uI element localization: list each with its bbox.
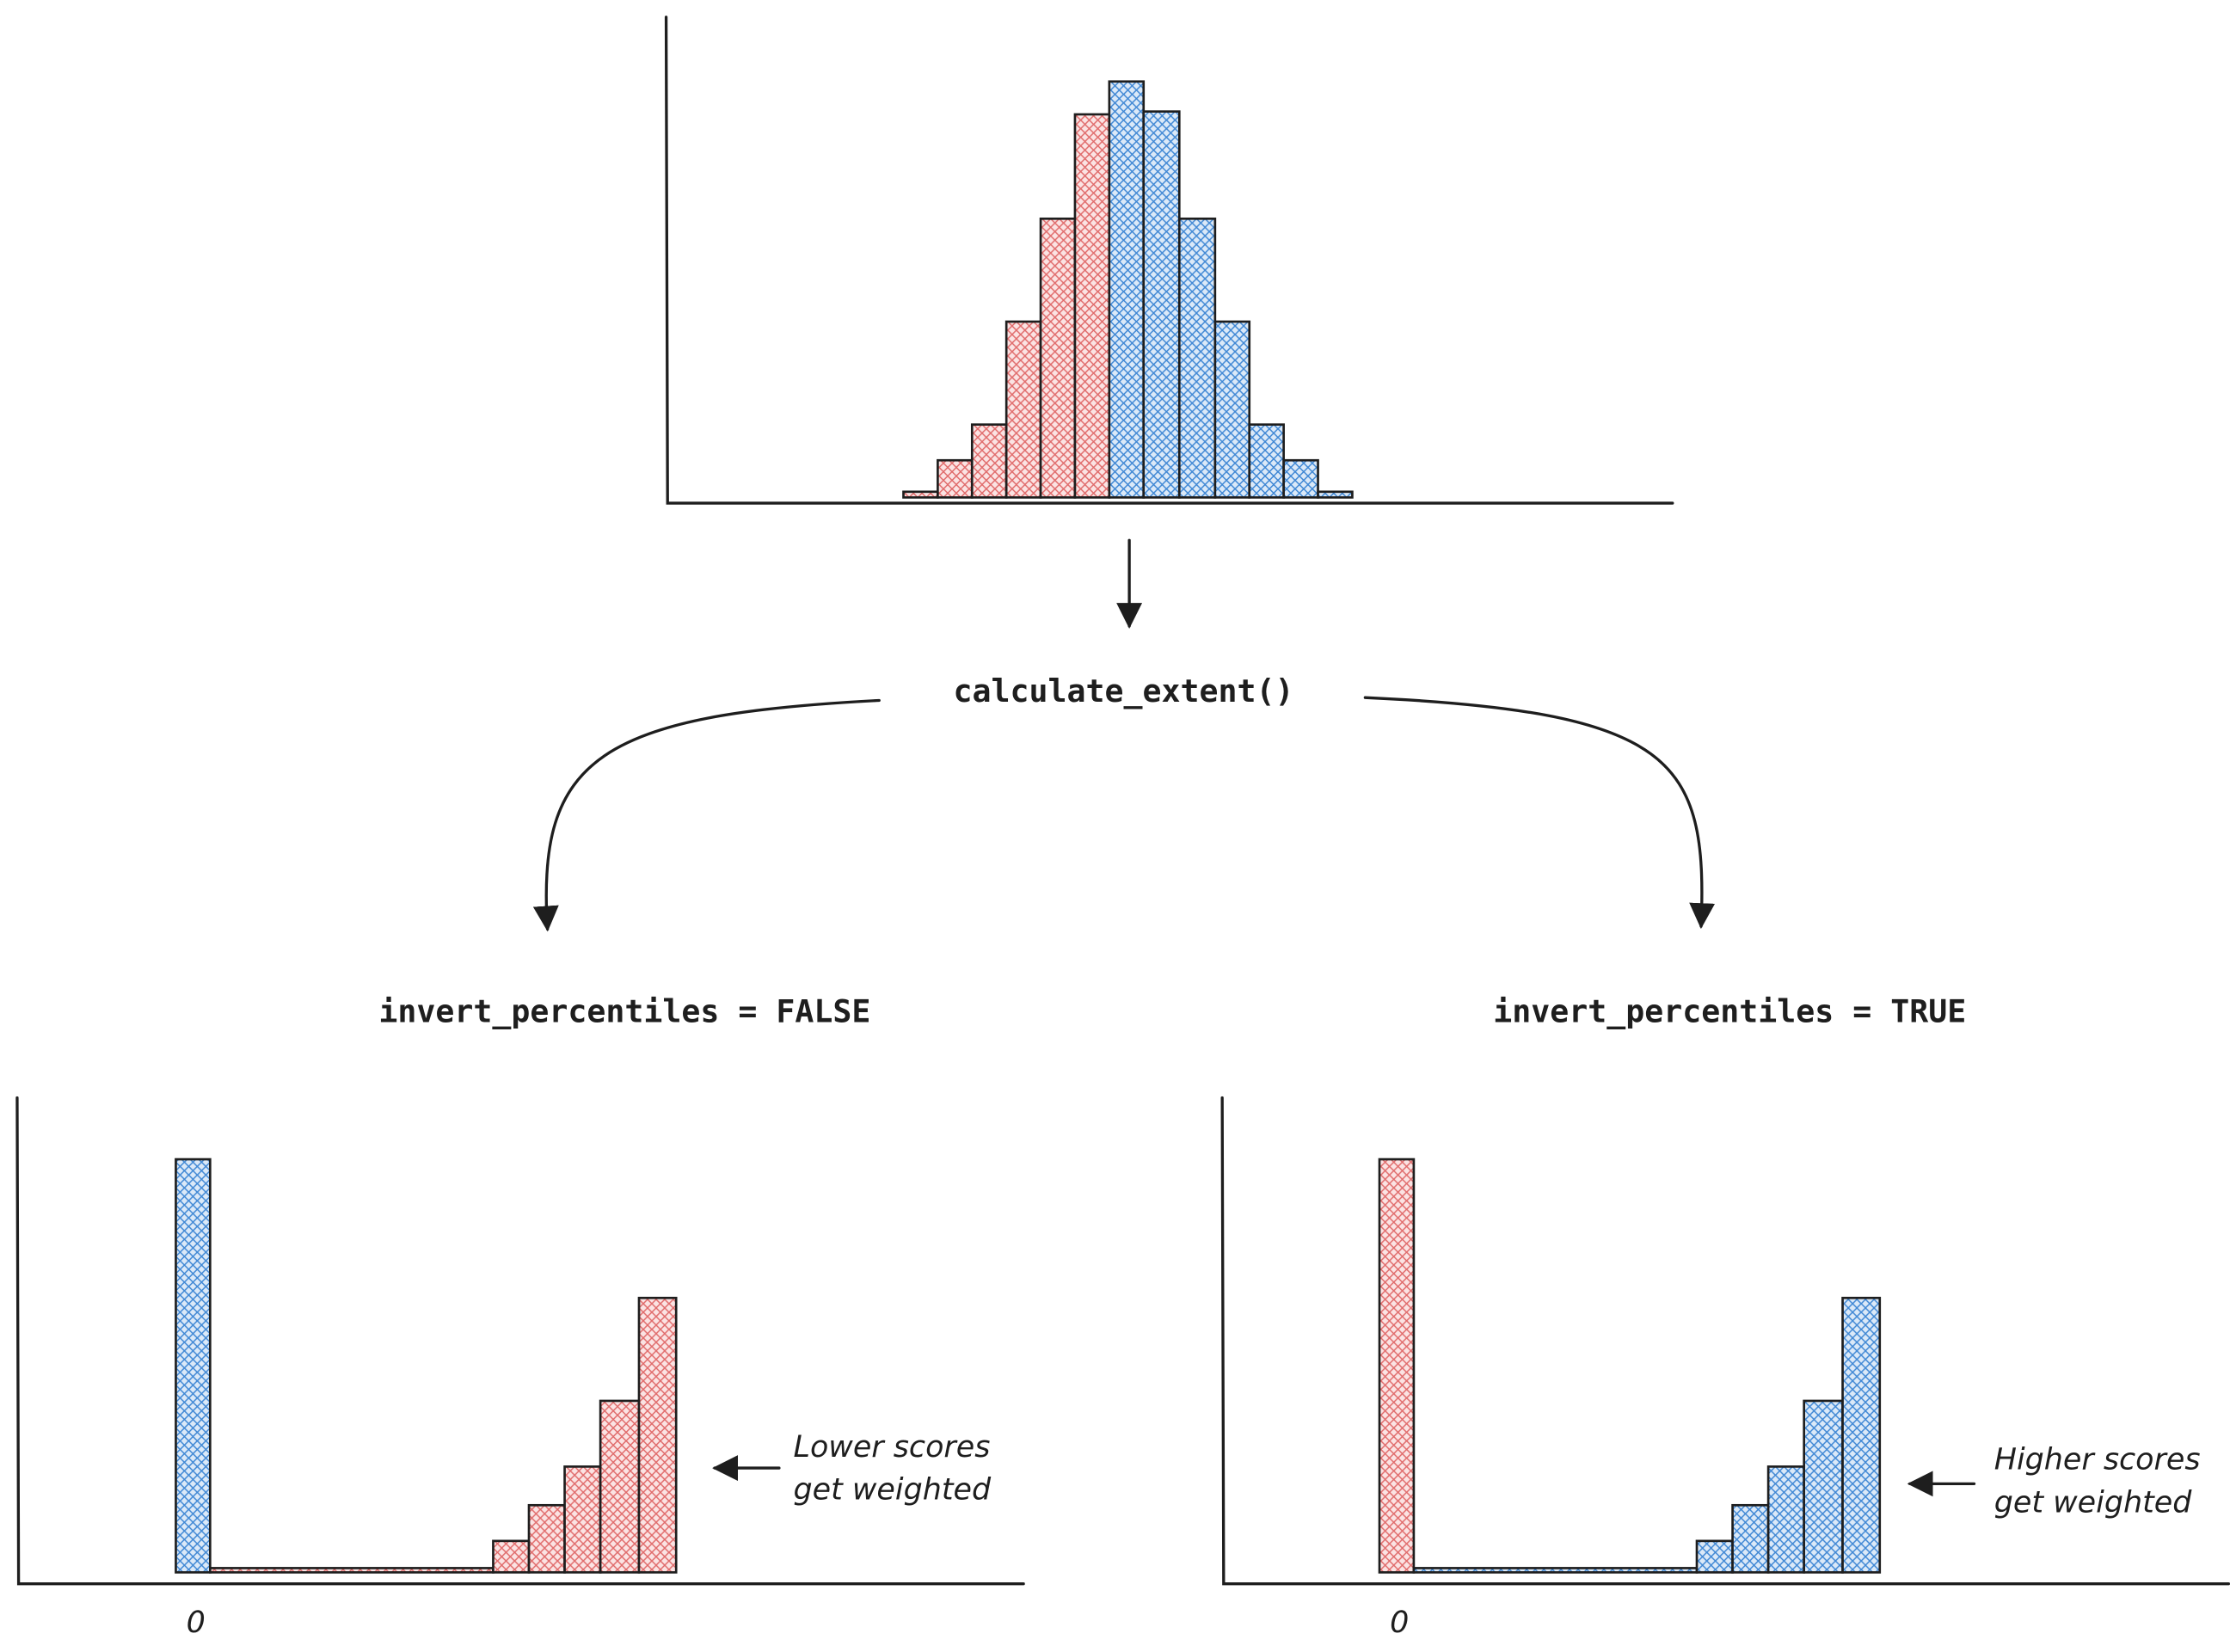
bar xyxy=(1803,1399,1844,1574)
bar xyxy=(209,1567,495,1574)
bar xyxy=(175,1158,212,1574)
histograms xyxy=(175,80,1882,1574)
bar xyxy=(902,490,939,499)
bar xyxy=(1731,1503,1770,1574)
bar xyxy=(1108,80,1146,499)
bar xyxy=(1248,423,1285,499)
bar xyxy=(637,1296,678,1574)
bar xyxy=(1412,1567,1699,1574)
bar xyxy=(937,458,974,499)
bar xyxy=(1004,320,1042,499)
bar xyxy=(1282,458,1319,499)
branch-label: invert_percentiles = TRUE xyxy=(1493,992,1966,1029)
note: get weighted xyxy=(1994,1486,2192,1520)
bar xyxy=(1695,1539,1734,1574)
bar xyxy=(1766,1465,1806,1574)
bar xyxy=(1213,320,1251,499)
bar xyxy=(1378,1158,1416,1574)
note: Higher scores xyxy=(1994,1443,2201,1477)
bar xyxy=(492,1539,531,1574)
bar xyxy=(527,1503,566,1574)
bar xyxy=(1177,217,1217,499)
bar xyxy=(599,1399,641,1574)
note: get weighted xyxy=(794,1473,992,1508)
axes xyxy=(1220,1096,2230,1586)
note: Lower scores xyxy=(794,1430,991,1465)
bar xyxy=(563,1465,602,1574)
bar xyxy=(1142,110,1181,499)
arrow xyxy=(532,698,881,932)
arrow xyxy=(1363,696,1716,930)
axis-label: 0 xyxy=(1390,1606,1409,1640)
bar xyxy=(1841,1296,1882,1574)
bar xyxy=(1039,217,1077,499)
bar xyxy=(970,423,1008,499)
axes xyxy=(664,15,1674,505)
branch-label: invert_percentiles = FALSE xyxy=(378,992,870,1029)
bar xyxy=(1073,113,1111,499)
bar xyxy=(1317,490,1354,499)
function-label: calculate_extent() xyxy=(953,672,1293,709)
axis-label: 0 xyxy=(187,1606,206,1640)
axes xyxy=(15,1096,1025,1586)
